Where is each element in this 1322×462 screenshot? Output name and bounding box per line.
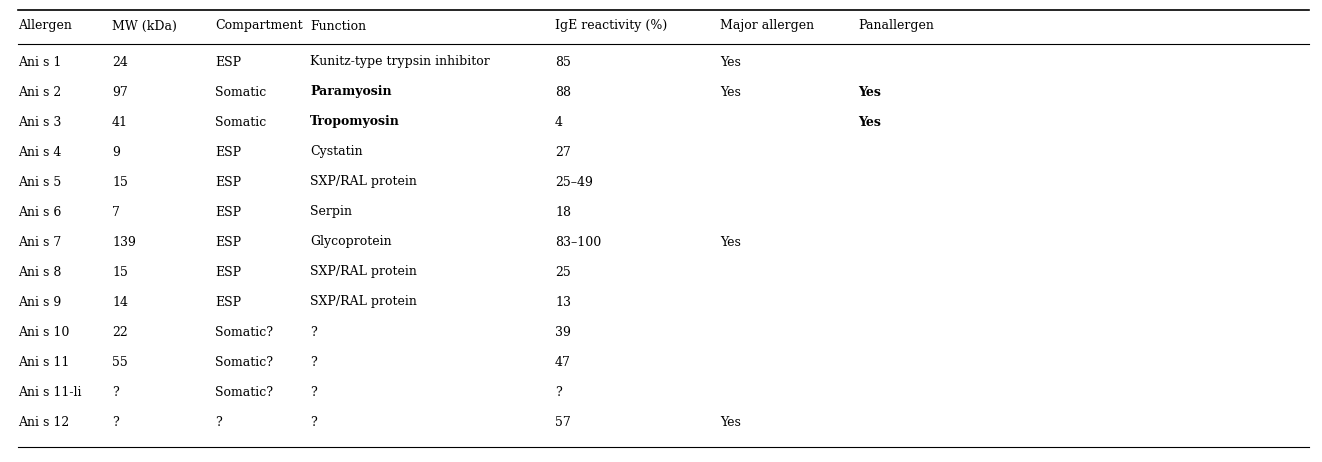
Text: Ani s 7: Ani s 7	[19, 236, 61, 249]
Text: ESP: ESP	[215, 206, 241, 219]
Text: 13: 13	[555, 296, 571, 309]
Text: Ani s 10: Ani s 10	[19, 326, 69, 339]
Text: Ani s 3: Ani s 3	[19, 116, 61, 128]
Text: 85: 85	[555, 55, 571, 68]
Text: 7: 7	[112, 206, 120, 219]
Text: Ani s 1: Ani s 1	[19, 55, 61, 68]
Text: Cystatin: Cystatin	[309, 146, 362, 158]
Text: Ani s 4: Ani s 4	[19, 146, 61, 158]
Text: ESP: ESP	[215, 55, 241, 68]
Text: Yes: Yes	[720, 236, 740, 249]
Text: ?: ?	[555, 385, 562, 399]
Text: Major allergen: Major allergen	[720, 19, 814, 32]
Text: 41: 41	[112, 116, 128, 128]
Text: Somatic?: Somatic?	[215, 355, 274, 369]
Text: 4: 4	[555, 116, 563, 128]
Text: Yes: Yes	[858, 85, 880, 98]
Text: SXP/RAL protein: SXP/RAL protein	[309, 266, 416, 279]
Text: Allergen: Allergen	[19, 19, 71, 32]
Text: ?: ?	[309, 355, 317, 369]
Text: Ani s 5: Ani s 5	[19, 176, 61, 188]
Text: Function: Function	[309, 19, 366, 32]
Text: Ani s 8: Ani s 8	[19, 266, 61, 279]
Text: Somatic?: Somatic?	[215, 385, 274, 399]
Text: ?: ?	[309, 385, 317, 399]
Text: ESP: ESP	[215, 146, 241, 158]
Text: 18: 18	[555, 206, 571, 219]
Text: Ani s 2: Ani s 2	[19, 85, 61, 98]
Text: Ani s 11-li: Ani s 11-li	[19, 385, 82, 399]
Text: SXP/RAL protein: SXP/RAL protein	[309, 176, 416, 188]
Text: 14: 14	[112, 296, 128, 309]
Text: Ani s 11: Ani s 11	[19, 355, 69, 369]
Text: 25: 25	[555, 266, 571, 279]
Text: ?: ?	[112, 415, 119, 428]
Text: 47: 47	[555, 355, 571, 369]
Text: Ani s 12: Ani s 12	[19, 415, 69, 428]
Text: Serpin: Serpin	[309, 206, 352, 219]
Text: Glycoprotein: Glycoprotein	[309, 236, 391, 249]
Text: Yes: Yes	[720, 415, 740, 428]
Text: 57: 57	[555, 415, 571, 428]
Text: 27: 27	[555, 146, 571, 158]
Text: Ani s 9: Ani s 9	[19, 296, 61, 309]
Text: Somatic: Somatic	[215, 116, 266, 128]
Text: Yes: Yes	[720, 85, 740, 98]
Text: ESP: ESP	[215, 296, 241, 309]
Text: ?: ?	[309, 326, 317, 339]
Text: ?: ?	[309, 415, 317, 428]
Text: 97: 97	[112, 85, 128, 98]
Text: Yes: Yes	[720, 55, 740, 68]
Text: ESP: ESP	[215, 236, 241, 249]
Text: Somatic: Somatic	[215, 85, 266, 98]
Text: 83–100: 83–100	[555, 236, 602, 249]
Text: ?: ?	[112, 385, 119, 399]
Text: Kunitz-type trypsin inhibitor: Kunitz-type trypsin inhibitor	[309, 55, 489, 68]
Text: 15: 15	[112, 266, 128, 279]
Text: 15: 15	[112, 176, 128, 188]
Text: 25–49: 25–49	[555, 176, 592, 188]
Text: SXP/RAL protein: SXP/RAL protein	[309, 296, 416, 309]
Text: Panallergen: Panallergen	[858, 19, 933, 32]
Text: MW (kDa): MW (kDa)	[112, 19, 177, 32]
Text: 55: 55	[112, 355, 128, 369]
Text: Somatic?: Somatic?	[215, 326, 274, 339]
Text: Ani s 6: Ani s 6	[19, 206, 61, 219]
Text: 88: 88	[555, 85, 571, 98]
Text: 39: 39	[555, 326, 571, 339]
Text: Tropomyosin: Tropomyosin	[309, 116, 399, 128]
Text: Yes: Yes	[858, 116, 880, 128]
Text: Compartment: Compartment	[215, 19, 303, 32]
Text: ESP: ESP	[215, 176, 241, 188]
Text: ESP: ESP	[215, 266, 241, 279]
Text: 9: 9	[112, 146, 120, 158]
Text: 22: 22	[112, 326, 128, 339]
Text: ?: ?	[215, 415, 222, 428]
Text: IgE reactivity (%): IgE reactivity (%)	[555, 19, 668, 32]
Text: 24: 24	[112, 55, 128, 68]
Text: 139: 139	[112, 236, 136, 249]
Text: Paramyosin: Paramyosin	[309, 85, 391, 98]
